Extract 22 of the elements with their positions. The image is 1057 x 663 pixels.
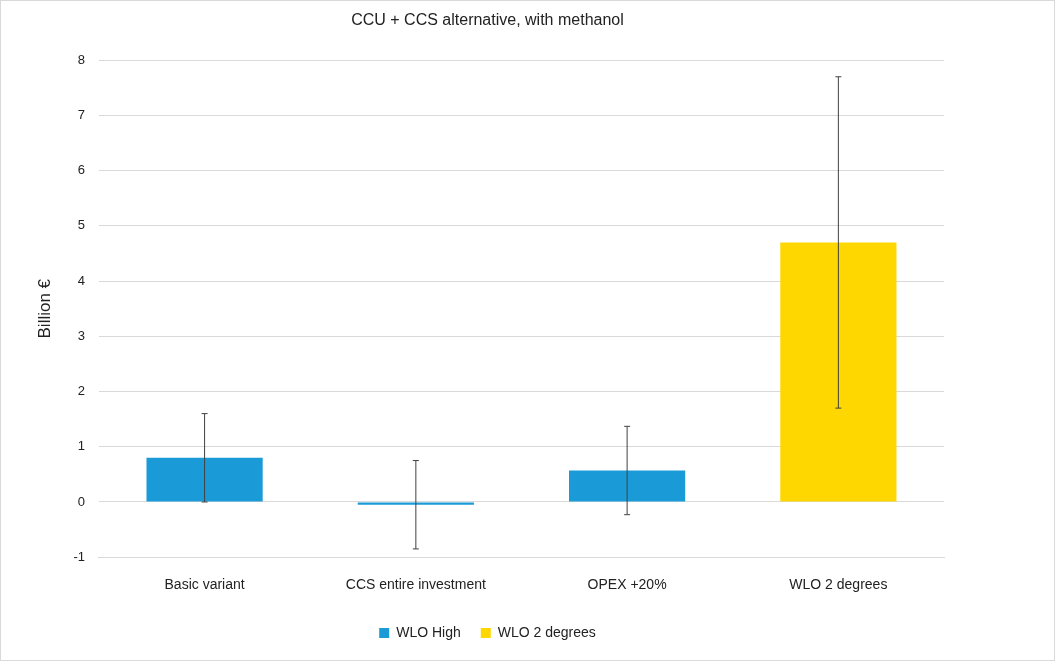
legend-label: WLO High bbox=[396, 623, 461, 640]
bar bbox=[146, 457, 263, 502]
y-tick-label: 6 bbox=[77, 162, 85, 178]
y-tick-label: 4 bbox=[77, 272, 85, 288]
x-tick-label: OPEX +20% bbox=[587, 576, 667, 593]
y-tick-label: 5 bbox=[77, 217, 85, 233]
bar bbox=[569, 470, 686, 502]
bar bbox=[357, 502, 474, 505]
y-tick-label: 8 bbox=[77, 51, 85, 67]
y-tick-label: 0 bbox=[77, 493, 85, 509]
y-tick-label: 7 bbox=[77, 107, 85, 122]
x-tick-label: CCS entire investment bbox=[345, 576, 486, 593]
y-tick-label: 2 bbox=[77, 383, 85, 399]
y-axis-title: Billion € bbox=[34, 278, 54, 339]
chart-title: CCU + CCS alternative, with methanol bbox=[351, 11, 624, 29]
x-tick-label: Basic variant bbox=[164, 576, 245, 593]
y-tick-label: 1 bbox=[77, 438, 85, 454]
x-tick-label: WLO 2 degrees bbox=[789, 576, 888, 593]
y-tick-label: 3 bbox=[77, 327, 85, 343]
legend-label: WLO 2 degrees bbox=[497, 623, 596, 640]
y-tick-label: -1 bbox=[73, 548, 85, 564]
bar bbox=[780, 242, 897, 502]
